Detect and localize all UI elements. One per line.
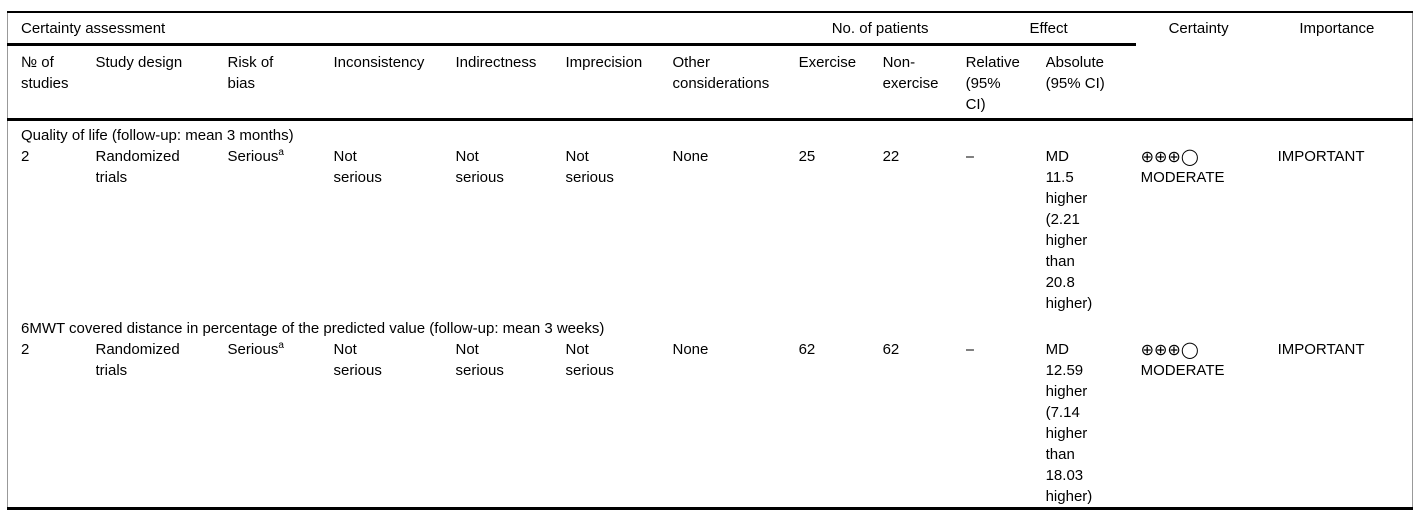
cell-inconsistency: Not serious — [333, 341, 382, 379]
section-title-quality-of-life: Quality of life (follow-up: mean 3 month… — [21, 127, 294, 144]
col-header-n-studies: № of studies — [7, 44, 96, 121]
cell-importance: IMPORTANT — [1277, 148, 1365, 165]
cell-absolute-effect: MD 11.5 higher (2.21 higher than 20.8 hi… — [1045, 148, 1093, 312]
footnote-marker: a — [278, 340, 284, 351]
grade-certainty-symbols: ⊕⊕⊕◯ — [1140, 340, 1199, 359]
header-certainty: Certainty — [1135, 12, 1266, 121]
cell-non-exercise-n: 22 — [882, 148, 900, 165]
col-header-study-design: Study design — [95, 44, 228, 121]
cell-study-design: Randomized trials — [95, 148, 180, 186]
grade-evidence-table: Certainty assessment No. of patients Eff… — [7, 11, 1414, 510]
col-header-other-considerations: Other considerations — [672, 44, 799, 121]
cell-relative-effect: – — [965, 148, 974, 165]
col-header-non-exercise: Non- exercise — [882, 44, 966, 121]
footnote-marker: a — [278, 147, 284, 158]
col-header-exercise: Exercise — [798, 44, 883, 121]
header-certainty-assessment: Certainty assessment — [7, 12, 799, 46]
cell-importance: IMPORTANT — [1277, 341, 1365, 358]
col-header-absolute-ci: Absolute (95% CI) — [1045, 44, 1136, 121]
cell-certainty: ⊕⊕⊕◯ MODERATE — [1136, 146, 1266, 314]
cell-indirectness: Not serious — [455, 341, 504, 379]
outcome-section-title: Quality of life (follow-up: mean 3 month… — [8, 120, 1413, 147]
cell-indirectness: Not serious — [455, 148, 504, 186]
cell-study-design: Randomized trials — [95, 341, 180, 379]
header-group-row: Certainty assessment No. of patients Eff… — [7, 12, 1413, 121]
header-importance: Importance — [1265, 12, 1413, 121]
cell-non-exercise-n: 62 — [882, 341, 900, 358]
col-header-inconsistency: Inconsistency — [333, 44, 456, 121]
cell-exercise-n: 25 — [798, 148, 816, 165]
col-header-imprecision: Imprecision — [565, 44, 673, 121]
cell-imprecision: Not serious — [565, 341, 614, 379]
table-row: 2 Randomized trials Seriousa Not serious… — [8, 339, 1413, 509]
grade-certainty-label: MODERATE — [1140, 362, 1225, 379]
cell-imprecision: Not serious — [565, 148, 614, 186]
header-effect: Effect — [965, 12, 1136, 46]
outcome-section-title: 6MWT covered distance in percentage of t… — [8, 314, 1413, 339]
cell-risk-of-bias: Seriousa — [228, 339, 334, 509]
cell-inconsistency: Not serious — [333, 148, 382, 186]
cell-other-considerations: None — [672, 148, 709, 165]
cell-exercise-n: 62 — [798, 341, 816, 358]
grade-certainty-label: MODERATE — [1140, 169, 1225, 186]
grade-certainty-symbols: ⊕⊕⊕◯ — [1140, 147, 1199, 166]
risk-of-bias-text: Serious — [227, 341, 279, 358]
section-title-6mwt: 6MWT covered distance in percentage of t… — [21, 320, 605, 337]
cell-n-studies: 2 — [21, 148, 30, 165]
cell-risk-of-bias: Seriousa — [228, 146, 334, 314]
cell-absolute-effect: MD 12.59 higher (7.14 higher than 18.03 … — [1045, 341, 1093, 505]
col-header-relative-ci: Relative (95% CI) — [965, 44, 1046, 121]
col-header-indirectness: Indirectness — [455, 44, 566, 121]
risk-of-bias-text: Serious — [227, 148, 279, 165]
cell-other-considerations: None — [672, 341, 709, 358]
header-sub-row: № of studies Study design Risk of bias I… — [7, 44, 1413, 121]
cell-n-studies: 2 — [21, 341, 30, 358]
col-header-risk-of-bias: Risk of bias — [227, 44, 334, 121]
cell-certainty: ⊕⊕⊕◯ MODERATE — [1136, 339, 1266, 509]
table-row: 2 Randomized trials Seriousa Not serious… — [8, 146, 1413, 314]
header-no-of-patients: No. of patients — [798, 12, 966, 46]
cell-relative-effect: – — [965, 341, 974, 358]
